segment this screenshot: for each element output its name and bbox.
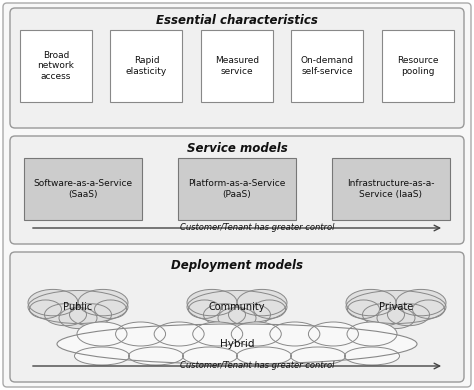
Text: Broad
network
access: Broad network access <box>37 51 74 81</box>
FancyBboxPatch shape <box>10 252 464 382</box>
Ellipse shape <box>377 307 415 328</box>
Text: Essential characteristics: Essential characteristics <box>156 14 318 28</box>
Ellipse shape <box>203 304 246 326</box>
Text: Service models: Service models <box>187 142 287 156</box>
FancyBboxPatch shape <box>3 3 471 387</box>
Ellipse shape <box>228 304 271 326</box>
Ellipse shape <box>237 289 287 316</box>
FancyBboxPatch shape <box>178 158 296 220</box>
Ellipse shape <box>309 322 358 346</box>
Ellipse shape <box>29 300 62 319</box>
Text: Rapid
elasticity: Rapid elasticity <box>126 56 167 76</box>
Text: On-demand
self-service: On-demand self-service <box>301 56 354 76</box>
Ellipse shape <box>193 322 243 346</box>
Ellipse shape <box>396 289 446 316</box>
Ellipse shape <box>70 304 111 326</box>
Ellipse shape <box>363 304 404 326</box>
Ellipse shape <box>347 300 380 319</box>
Text: Customer/Tenant has greater control: Customer/Tenant has greater control <box>180 362 334 370</box>
Ellipse shape <box>78 289 128 316</box>
Text: Deployment models: Deployment models <box>171 259 303 271</box>
Ellipse shape <box>128 347 183 365</box>
Ellipse shape <box>154 322 204 346</box>
FancyBboxPatch shape <box>201 30 273 102</box>
Text: Resource
pooling: Resource pooling <box>397 56 439 76</box>
Ellipse shape <box>254 300 285 319</box>
Ellipse shape <box>45 304 86 326</box>
Ellipse shape <box>189 300 220 319</box>
Text: Community: Community <box>209 302 265 312</box>
Ellipse shape <box>28 291 128 323</box>
FancyBboxPatch shape <box>382 30 454 102</box>
Text: Customer/Tenant has greater control: Customer/Tenant has greater control <box>180 223 334 232</box>
Ellipse shape <box>77 322 127 346</box>
FancyBboxPatch shape <box>332 158 450 220</box>
Ellipse shape <box>187 289 237 316</box>
Text: Public: Public <box>64 302 92 312</box>
Ellipse shape <box>346 289 396 316</box>
FancyBboxPatch shape <box>20 30 92 102</box>
Ellipse shape <box>346 291 446 323</box>
Ellipse shape <box>291 347 346 365</box>
Text: Private: Private <box>379 302 413 312</box>
Ellipse shape <box>218 307 256 328</box>
FancyBboxPatch shape <box>24 158 142 220</box>
Ellipse shape <box>237 347 292 365</box>
FancyBboxPatch shape <box>110 30 182 102</box>
Ellipse shape <box>57 324 417 364</box>
Text: Measured
service: Measured service <box>215 56 259 76</box>
Ellipse shape <box>74 347 129 365</box>
FancyBboxPatch shape <box>10 136 464 244</box>
Ellipse shape <box>412 300 445 319</box>
Ellipse shape <box>182 347 237 365</box>
Text: Platform-as-a-Service
(PaaS): Platform-as-a-Service (PaaS) <box>188 179 286 199</box>
Ellipse shape <box>187 291 287 323</box>
Ellipse shape <box>116 322 165 346</box>
Text: Infrastructure-as-a-
Service (IaaS): Infrastructure-as-a- Service (IaaS) <box>347 179 435 199</box>
Ellipse shape <box>270 322 320 346</box>
Ellipse shape <box>94 300 127 319</box>
FancyBboxPatch shape <box>292 30 364 102</box>
Ellipse shape <box>347 322 397 346</box>
Ellipse shape <box>388 304 429 326</box>
FancyBboxPatch shape <box>10 8 464 128</box>
Ellipse shape <box>231 322 281 346</box>
Ellipse shape <box>28 289 78 316</box>
Ellipse shape <box>345 347 400 365</box>
Text: Hybrid: Hybrid <box>220 339 254 349</box>
Ellipse shape <box>59 307 97 328</box>
Text: Software-as-a-Service
(SaaS): Software-as-a-Service (SaaS) <box>34 179 133 199</box>
